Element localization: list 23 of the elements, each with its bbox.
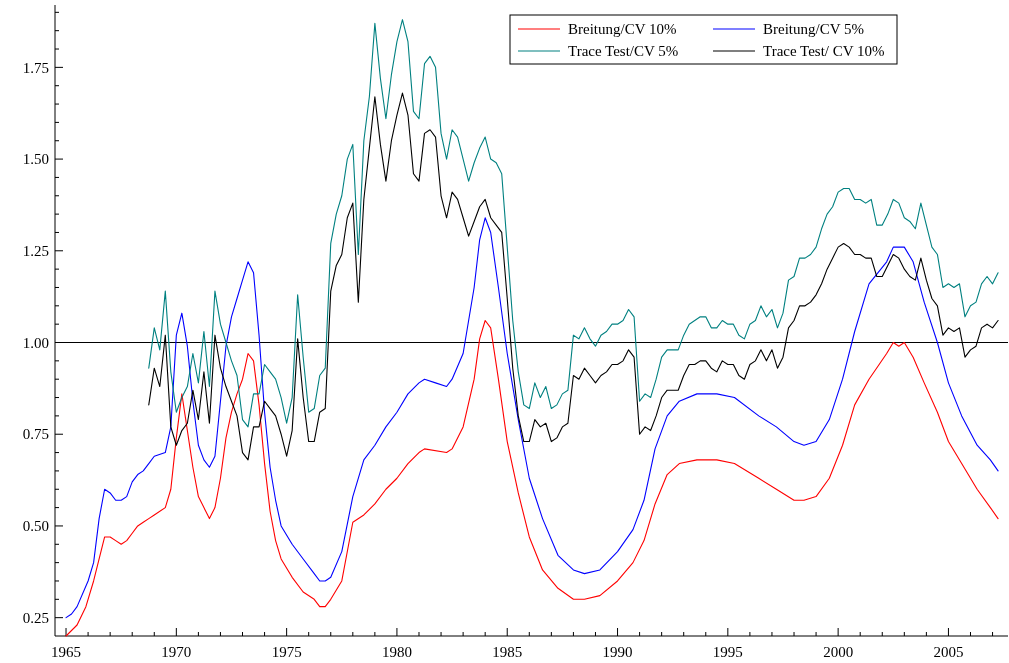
line-series	[65, 319, 999, 637]
y-tick-label: 1.25	[22, 243, 49, 260]
legend-label: Breitung/CV 10%	[568, 21, 677, 38]
y-tick-label: 1.75	[22, 59, 49, 76]
line-series	[148, 19, 999, 428]
legend-label: Trace Test/CV 5%	[568, 43, 679, 60]
x-tick-label: 1965	[51, 644, 82, 660]
y-tick-label: 0.25	[22, 609, 49, 626]
y-tick-label: 1.50	[22, 151, 49, 168]
y-tick-label: 0.75	[22, 426, 49, 443]
x-tick-label: 1990	[602, 644, 633, 660]
legend-label: Breitung/CV 5%	[763, 21, 864, 38]
x-tick-label: 1975	[271, 644, 302, 660]
line-series	[65, 217, 999, 619]
y-tick-label: 0.50	[22, 518, 49, 535]
x-tick-label: 1970	[161, 644, 192, 660]
legend-label: Trace Test/ CV 10%	[763, 43, 885, 60]
x-tick-label: 1985	[492, 644, 523, 660]
x-tick-label: 2000	[823, 644, 854, 660]
x-tick-label: 1995	[712, 644, 743, 660]
y-tick-label: 1.00	[22, 334, 49, 351]
x-tick-label: 1980	[381, 644, 412, 660]
x-tick-label: 2005	[933, 644, 964, 660]
